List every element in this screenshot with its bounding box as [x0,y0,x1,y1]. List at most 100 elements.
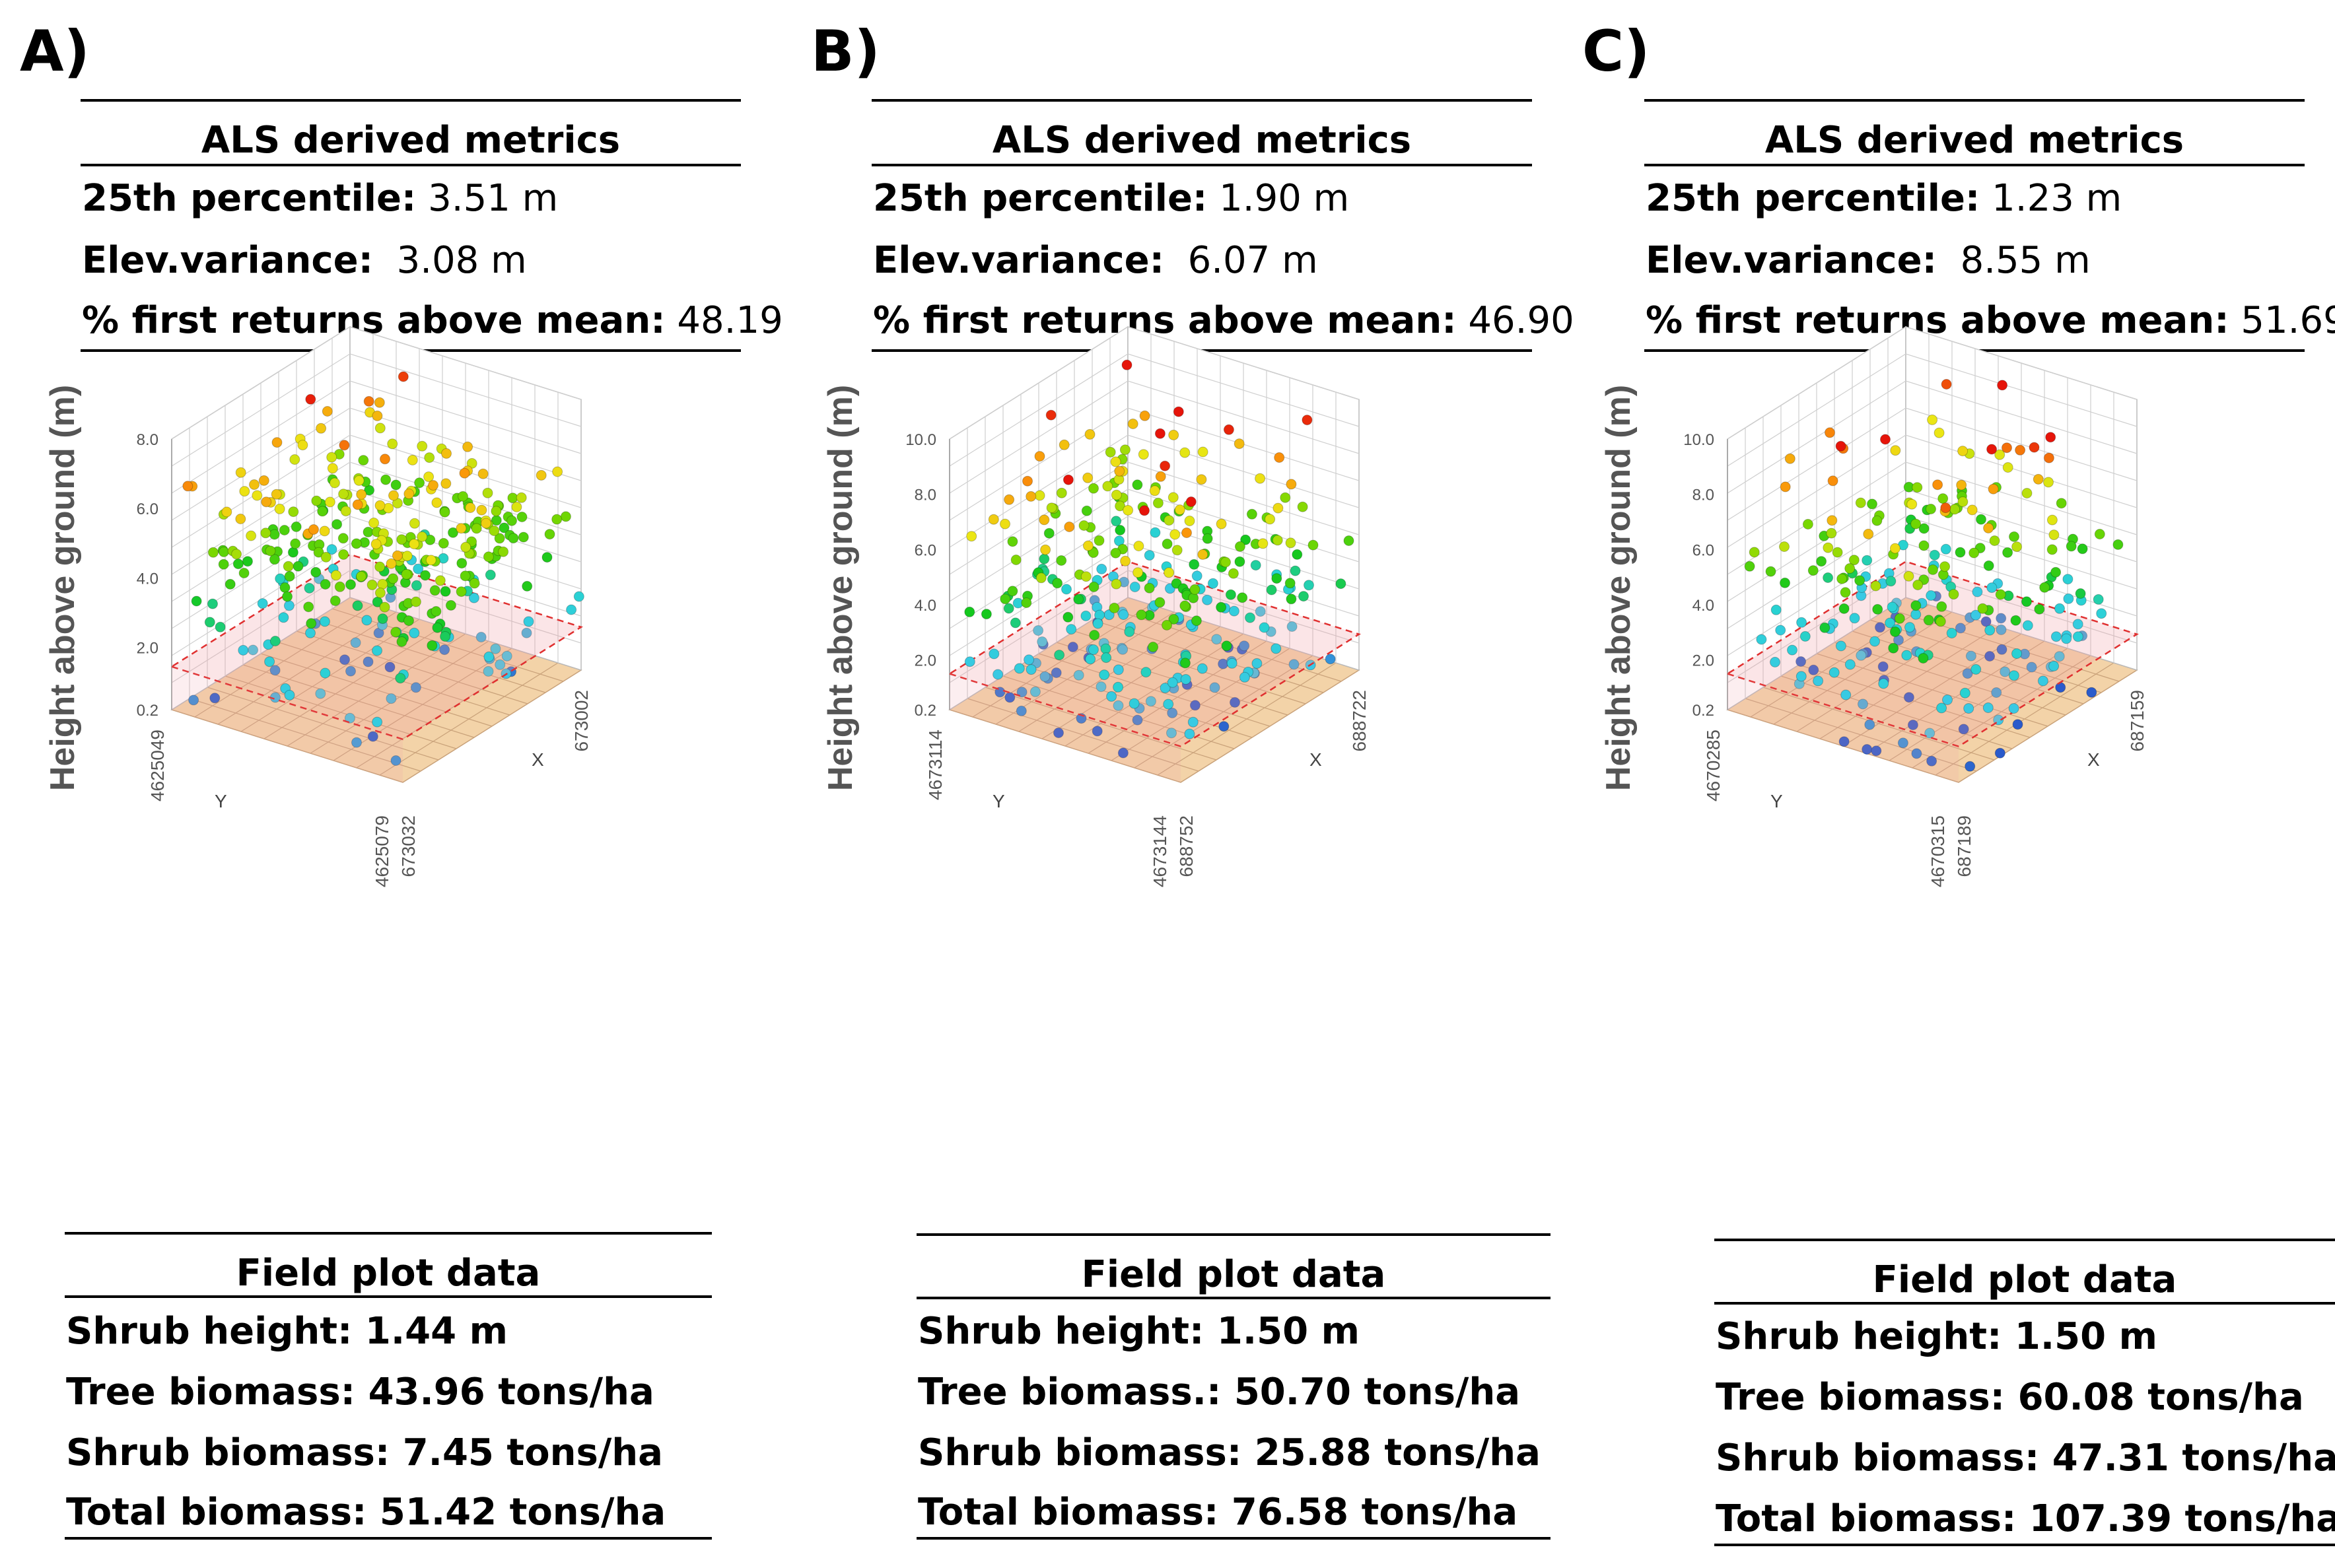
lidar-point [964,606,975,617]
lidar-point [388,573,399,584]
lidar-point [329,477,340,489]
percentile-25-line: 25th percentile: 1.90 m [873,177,1349,220]
y-tick-label: 4670285 [1703,730,1724,801]
lidar-point [1043,528,1055,539]
lidar-point [1154,597,1166,608]
lidar-point [1007,586,1018,597]
lidar-point [1105,446,1116,458]
lidar-point [1000,594,1011,605]
panel-label: C) [1582,18,1650,85]
lidar-point [1894,613,1905,624]
lidar-point [2002,462,2013,473]
lidar-point [1101,652,1112,664]
lidar-point [319,616,330,627]
lidar-point [1059,439,1070,450]
lidar-point [271,437,283,448]
lidar-point [1184,516,1195,526]
lidar-point [2002,442,2012,454]
lidar-point [269,529,280,540]
lidar-point [1234,556,1245,567]
lidar-point [441,448,452,459]
lidar-point [1827,515,1838,526]
lidar-point [374,561,386,572]
lidar-point [1972,586,1983,597]
lidar-point [239,486,250,497]
lidar-point [1080,571,1092,582]
lidar-point [460,541,471,553]
lidar-point [282,591,293,602]
lidar-point [1220,557,1231,568]
lidar-point [322,406,333,417]
lidar-point [1946,628,1957,638]
bottom-rule [917,1537,1551,1540]
lidar-point [1997,380,2008,391]
lidar-point [1089,630,1100,640]
lidar-point [489,526,500,536]
lidar-point [1918,540,1930,551]
lidar-point [1819,622,1830,633]
lidar-point [1053,728,1064,738]
tree-biomass-line: Tree biomass: 60.08 tons/ha [1716,1376,2304,1419]
lidar-point [1132,714,1143,726]
lidar-point [521,627,532,638]
z-tick-label: 10.0 [905,431,936,449]
lidar-point [1924,728,1935,739]
lidar-point [390,627,401,638]
lidar-point [269,636,281,646]
lidar-point [1808,664,1819,675]
lidar-point [308,524,319,535]
lidar-point [1061,584,1072,595]
lidar-point [1111,578,1122,590]
lidar-point [511,501,522,512]
z-tick-label: 6.0 [1692,541,1714,559]
lidar-point [1887,601,1898,613]
wall-grid-line [1727,570,2138,683]
lidar-point [363,656,374,667]
wall-grid-line [171,326,582,440]
top-rule [65,1232,712,1235]
lidar-point [2056,498,2067,509]
lidar-point [1115,500,1126,512]
lidar-point [428,480,438,491]
lidar-point [1109,602,1120,613]
lidar-point [2043,477,2054,488]
lidar-point [232,559,244,570]
percentile-25-line: 25th percentile: 1.23 m [1646,177,2122,220]
lidar-point [2072,631,2083,642]
lidar-point [392,550,403,561]
lidar-point [1084,428,1096,440]
wall-grid-line [1727,516,2138,629]
lidar-point [536,469,547,481]
lidar-point [1255,473,1266,484]
lidar-point [1775,625,1786,636]
lidar-point [316,423,327,434]
lidar-point [1181,528,1192,538]
lidar-point [1849,613,1860,624]
lidar-point [417,440,428,452]
wall-grid-line [1727,326,2138,440]
z-tick-label: 2.0 [915,652,936,670]
lidar-point [390,755,401,766]
lidar-point [1970,664,1982,675]
lidar-point [1110,456,1121,467]
lidar-point [522,580,533,592]
lidar-point [238,644,249,656]
heading-rule [872,164,1532,166]
lidar-point [1166,728,1177,739]
wall-grid-line [1727,434,2138,548]
lidar-point [269,554,280,565]
lidar-point [1073,594,1084,605]
elev-variance-label: Elev.variance: [1646,239,1937,282]
lidar-point [2011,541,2023,553]
lidar-point [1272,535,1283,546]
lidar-point [353,475,365,486]
lidar-point [413,563,424,574]
lidar-point [338,549,349,560]
percentile-25-label: 25th percentile: [873,177,1208,220]
lidar-point [1903,570,1914,582]
lidar-point [324,496,335,508]
shrub-biomass-line: Shrub biomass: 7.45 tons/ha [66,1431,663,1474]
lidar-point [1856,650,1867,661]
lidar-point [326,544,337,555]
z-ticks: 0.2 2.0 4.0 6.0 8.0 [137,431,158,720]
